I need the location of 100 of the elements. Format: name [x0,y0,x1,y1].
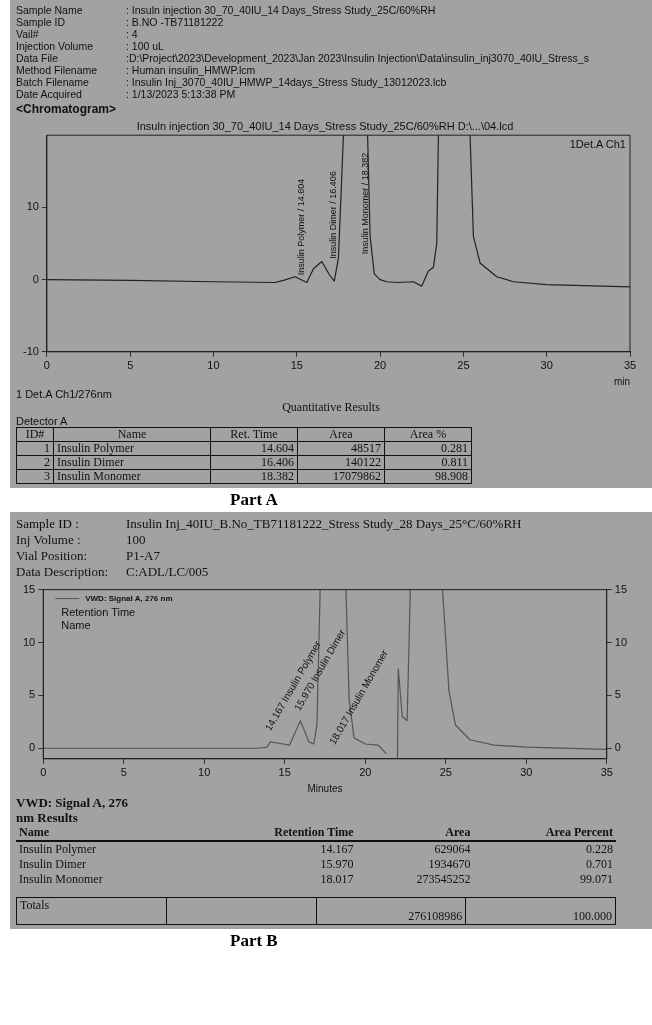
x-tick-label: 25 [457,359,470,372]
text: 14.167 [319,841,355,857]
x-tick-label: 20 [359,766,372,779]
text: Name [53,427,211,442]
text: <Chromatogram> [16,102,118,116]
text: 276108986 [316,897,466,925]
text: 16.406 [210,455,298,470]
text: : B.NO -TB71181222 [126,16,225,28]
text: 0.228 [585,841,614,857]
text: Sample Name [16,4,84,16]
text: Insulin Dimer [53,455,211,470]
x-tick-label: 25 [439,766,452,779]
text: 98.908 [384,469,472,484]
annotation: Insulin Monomer / 18.382 [359,152,370,255]
text: 14.604 [210,441,298,456]
text: Retention Time [190,825,357,841]
text: Insulin Dimer [18,857,87,872]
y-tick-label: 0 [29,741,36,754]
x-tick-label: 0 [43,359,50,372]
y-tick-label: 0 [32,272,39,285]
text: Area [356,825,474,841]
text: 1 [16,441,54,456]
y2-tick-label: 10 [614,635,628,648]
text: Insulin Polymer [18,841,97,857]
y2-tick-label: 0 [614,741,621,754]
text: 17079862 [297,469,385,484]
text: Detector A [16,415,69,427]
x-tick-label: 5 [127,359,134,372]
text: Vial Position: [16,548,89,564]
text: : Insulin Inj_3070_40IU_HMWP_14days_Stress Study_13012023.lcb [126,76,448,88]
y-tick-label: 10 [26,200,39,213]
text: Quantitative Results [281,400,381,415]
text: Method Filename [16,64,99,76]
text: 1934670 [427,857,472,872]
text: Data File [16,52,59,64]
chart-title: Insuln injection 30_70_40IU_14 Days_Stress Study_25C/60%RH D:\...\04.lcd [136,119,514,132]
text: Insulin Polymer [53,441,211,456]
x-tick-label: 15 [278,766,291,779]
text: : 1/13/2023 5:13:38 PM [126,88,237,100]
text: : Insuln injection 30_70_40IU_14 Days_Stress Study_25C/60%RH [126,4,437,16]
text: 273545252 [415,872,472,887]
text: : 100 uL [126,40,165,52]
text: 18.382 [210,469,298,484]
x-axis-title: Minutes [307,782,343,794]
x-tick-label: 10 [198,766,211,779]
text: Part B [0,929,652,953]
text: Area [297,427,385,442]
text: ID# [16,427,54,442]
text: P1-A7 [126,548,161,564]
text: 100 [126,532,147,548]
y-tick-label: 10 [22,635,36,648]
text: 18.017 [319,872,355,887]
text: Vail# [16,28,40,40]
x-tick-label: 15 [290,359,303,372]
text: 1 Det.A Ch1/276nm [16,388,113,400]
annotation: Insulin Dimer / 16.406 [327,171,338,259]
text: Inj Volume : [16,532,82,548]
legend-label: VWD: Signal A, 276 nm [85,593,173,603]
text: Insulin Inj_40IU_B.No_TB71181222_Stress Study_28 Days_25°C/60%RH [126,516,523,532]
y2-tick-label: 5 [614,688,621,701]
x-tick-label: 35 [600,766,613,779]
y2-tick-label: 15 [614,582,628,595]
y-tick-label: 15 [22,582,36,595]
text: 0.811 [384,455,472,470]
text: Ret. Time [210,427,298,442]
text: Area % [384,427,472,442]
x-axis-title: min [613,375,630,387]
text: : Human insulin_HMWP.lcm [126,64,257,76]
text: VWD: Signal A, 276 [16,795,129,810]
text: C:ADL/LC/005 [126,564,210,580]
annotation: Name [61,619,91,632]
text: Injection Volume [16,40,95,52]
text: 629064 [433,841,472,857]
text: 15.970 [319,857,355,872]
text: Name [16,825,191,841]
text: Insulin Monomer [18,872,104,887]
text: Data Description: [16,564,110,580]
x-tick-label: 30 [520,766,533,779]
text: 3 [16,469,54,484]
text: Area Percent [473,825,616,841]
x-tick-label: 20 [373,359,387,372]
text: :D:\Project\2023\Development_2023\Jan 2023\Insulin Injection\Data\insulin_inj3070_40IU_Stress_s [126,52,590,64]
x-tick-label: 5 [120,766,127,779]
text: Batch Filename [16,76,90,88]
text: Totals [16,897,167,925]
x-tick-label: 0 [40,766,47,779]
text: Sample ID : [16,516,80,532]
text: 140122 [297,455,385,470]
y-tick-label: -10 [22,344,39,357]
text: Sample ID [16,16,67,28]
text: 0.281 [384,441,472,456]
text: 100.000 [465,897,616,925]
text: 48517 [297,441,385,456]
text: 2 [16,455,54,470]
text: 99.071 [579,872,614,887]
text: 0.701 [585,857,614,872]
x-tick-label: 10 [207,359,220,372]
y-tick-label: 5 [29,688,36,701]
annotation: 1Det.A Ch1 [569,137,626,150]
text: : 4 [126,28,139,40]
